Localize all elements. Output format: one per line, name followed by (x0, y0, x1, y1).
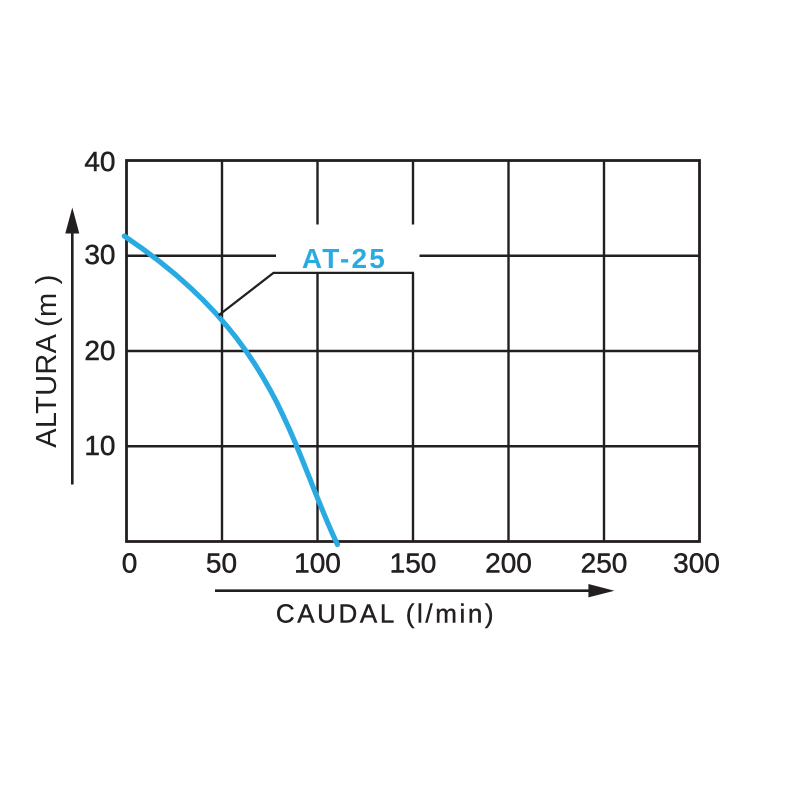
svg-text:150: 150 (390, 548, 437, 579)
svg-text:50: 50 (206, 548, 237, 579)
svg-text:10: 10 (84, 430, 115, 461)
svg-text:300: 300 (673, 548, 720, 579)
svg-text:CAUDAL (l/min): CAUDAL (l/min) (276, 599, 496, 629)
svg-text:100: 100 (294, 548, 341, 579)
svg-text:250: 250 (581, 548, 628, 579)
svg-text:ALTURA (m ): ALTURA (m ) (31, 274, 63, 448)
svg-text:40: 40 (84, 146, 115, 177)
svg-text:0: 0 (122, 548, 138, 579)
svg-text:20: 20 (84, 335, 115, 366)
svg-text:30: 30 (84, 239, 115, 270)
svg-text:AT-25: AT-25 (302, 243, 387, 274)
svg-text:200: 200 (485, 548, 532, 579)
